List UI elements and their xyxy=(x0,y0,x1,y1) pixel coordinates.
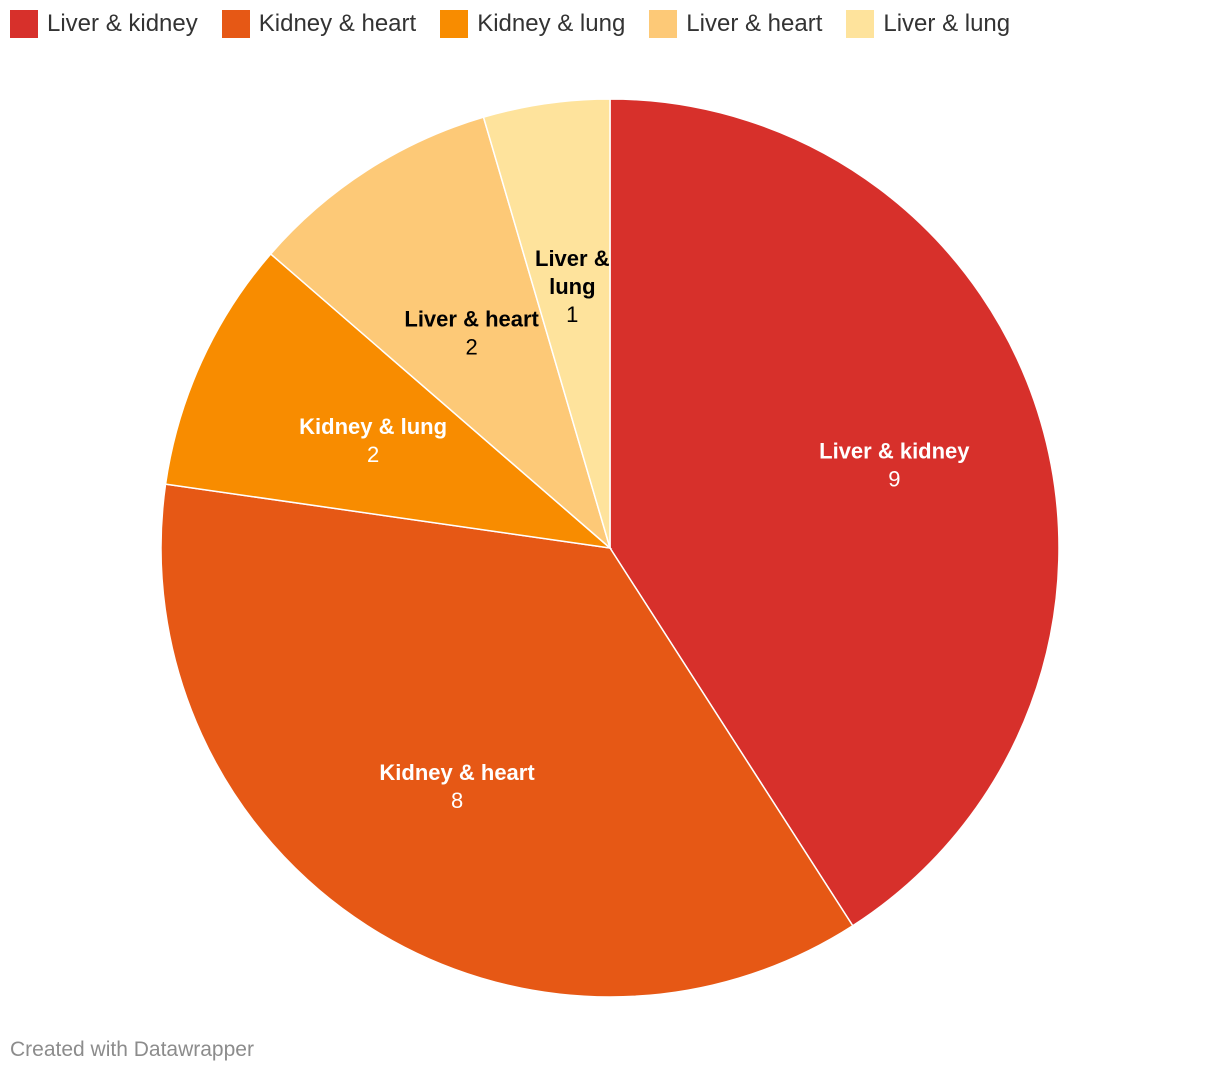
slice-name: Kidney & lung xyxy=(299,414,447,439)
slice-label-liver-and-kidney: Liver & kidney 9 xyxy=(819,439,970,492)
pie-chart: Liver & kidney 9 Kidney & heart 8 Kidney & l… xyxy=(160,98,1060,998)
legend-swatch xyxy=(10,10,38,38)
legend-label: Kidney & heart xyxy=(258,10,417,37)
legend-item-kidney-and-lung: Kidney & lung xyxy=(440,10,625,38)
slice-name: Liver & xyxy=(535,246,610,271)
legend-label: Liver & heart xyxy=(686,10,823,37)
slice-label-liver-and-lung: Liver & lung 1 xyxy=(535,246,610,327)
legend-item-kidney-and-heart: Kidney & heart xyxy=(221,10,417,38)
legend-item-liver-and-lung: Liver & lung xyxy=(846,10,1010,38)
legend: Liver & kidney Kidney & heart Kidney & lun… xyxy=(10,8,1034,40)
legend-swatch xyxy=(846,10,875,38)
pie-labels: Liver & kidney 9 Kidney & heart 8 Kidney & l… xyxy=(299,246,970,813)
slice-name: Liver & heart xyxy=(404,307,539,332)
pie-slice-liver-and-lung xyxy=(482,98,611,549)
slice-name: lung xyxy=(549,274,595,299)
footer-credit: Created with Datawrapper xyxy=(10,1038,254,1061)
legend-item-liver-and-heart: Liver & heart xyxy=(649,10,822,38)
legend-swatch xyxy=(440,10,469,38)
pie-slices xyxy=(160,98,1060,998)
legend-item-liver-and-kidney: Liver & kidney xyxy=(10,10,198,38)
slice-value: 2 xyxy=(466,335,478,360)
legend-label: Liver & kidney xyxy=(47,10,198,37)
pie-slice-kidney-and-heart xyxy=(160,483,854,998)
slice-label-liver-and-heart: Liver & heart 2 xyxy=(404,307,539,360)
slice-value: 8 xyxy=(451,788,463,813)
legend-label: Liver & lung xyxy=(883,10,1011,37)
slice-value: 1 xyxy=(566,302,578,327)
slice-value: 9 xyxy=(888,467,900,492)
legend-swatch xyxy=(649,10,678,38)
pie-slice-liver-and-heart xyxy=(269,116,612,551)
slice-value: 2 xyxy=(367,442,379,467)
pie-slice-liver-and-kidney xyxy=(609,98,1060,927)
slice-label-kidney-and-lung: Kidney & lung 2 xyxy=(299,414,447,467)
slice-label-kidney-and-heart: Kidney & heart 8 xyxy=(379,760,535,813)
slice-name: Liver & kidney xyxy=(819,439,970,464)
legend-label: Kidney & lung xyxy=(477,10,626,37)
pie-slice-kidney-and-lung xyxy=(164,252,613,550)
slice-name: Kidney & heart xyxy=(379,760,535,785)
legend-swatch xyxy=(221,10,250,38)
